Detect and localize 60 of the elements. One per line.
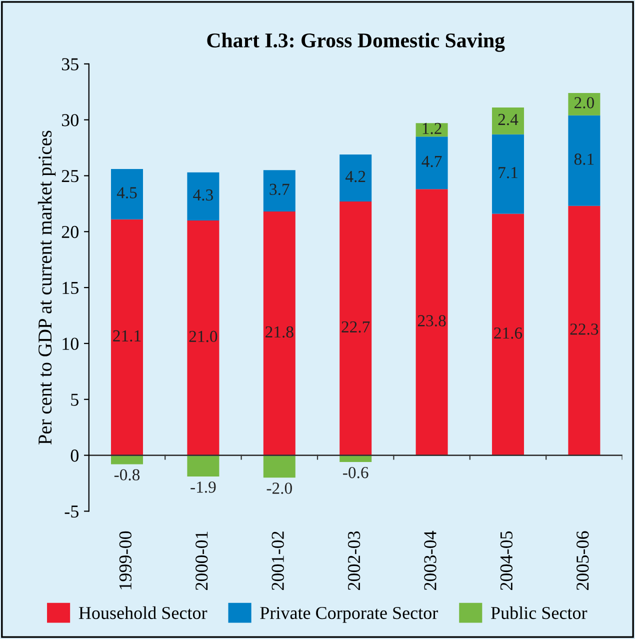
- data-label: 21.8: [266, 326, 294, 338]
- bar: [416, 189, 448, 456]
- chart-title: Chart I.3: Gross Domestic Saving: [207, 32, 505, 52]
- data-label: 2.4: [498, 114, 518, 126]
- bar: [492, 214, 524, 456]
- data-label: 4.2: [346, 170, 366, 182]
- y-tick-label: 10: [62, 338, 78, 350]
- y-tick-label: 30: [62, 114, 78, 126]
- data-label: 7.1: [498, 167, 518, 178]
- data-label: 21.1: [113, 330, 141, 342]
- data-label: 21.0: [189, 330, 218, 342]
- y-tick-label: 0: [70, 450, 78, 462]
- bar: [568, 115, 600, 206]
- bar: [187, 220, 220, 456]
- y-axis-title: Per cent to GDP at current market prices: [38, 130, 56, 445]
- bar: [492, 134, 524, 214]
- data-label: -1.9: [190, 482, 216, 493]
- y-tick-label: 20: [62, 226, 78, 238]
- legend-label: Household Sector: [78, 606, 208, 620]
- data-label: 4.5: [116, 187, 137, 198]
- data-label: 8.1: [574, 154, 594, 165]
- bar: [568, 92, 600, 116]
- data-label: -2.0: [266, 482, 292, 494]
- bar: [263, 212, 296, 456]
- y-tick-label: 35: [62, 58, 78, 70]
- bar: [111, 169, 143, 220]
- y-tick-label: -5: [64, 506, 78, 518]
- bar: [111, 219, 143, 456]
- bar: [492, 108, 524, 134]
- data-label: 22.7: [342, 321, 370, 333]
- x-tick-label: 1999-00: [119, 531, 132, 590]
- x-tick-label: 2004-05: [500, 531, 513, 590]
- data-label: 1.2: [422, 122, 442, 134]
- x-tick-label: 2002-03: [348, 531, 360, 590]
- data-label: 4.3: [193, 189, 213, 201]
- x-tick-label: 2001-02: [272, 532, 284, 590]
- data-label: -0.6: [343, 466, 368, 478]
- bar: [187, 455, 220, 477]
- y-tick-label: 5: [71, 394, 78, 406]
- bar: [187, 172, 220, 220]
- bar: [340, 201, 372, 456]
- bar: [263, 170, 296, 212]
- data-label: 3.7: [270, 184, 290, 196]
- data-label: -0.8: [114, 469, 140, 481]
- y-tick-label: 15: [62, 282, 78, 294]
- data-label: 22.3: [570, 324, 598, 335]
- data-label: 2.0: [574, 97, 594, 108]
- data-label: 23.8: [418, 315, 446, 326]
- bar: [263, 455, 296, 478]
- x-tick-label: 2000-01: [196, 532, 208, 590]
- bar: [340, 154, 372, 202]
- data-label: 21.6: [494, 327, 522, 339]
- legend-label: Public Sector: [491, 606, 588, 620]
- x-tick-label: 2003-04: [424, 530, 436, 590]
- x-tick-label: 2005-06: [576, 531, 589, 590]
- y-tick-label: 25: [62, 170, 78, 182]
- bar: [568, 206, 600, 456]
- legend-label: Private Corporate Sector: [260, 606, 438, 623]
- data-label: 4.7: [422, 156, 442, 168]
- bar: [416, 136, 448, 190]
